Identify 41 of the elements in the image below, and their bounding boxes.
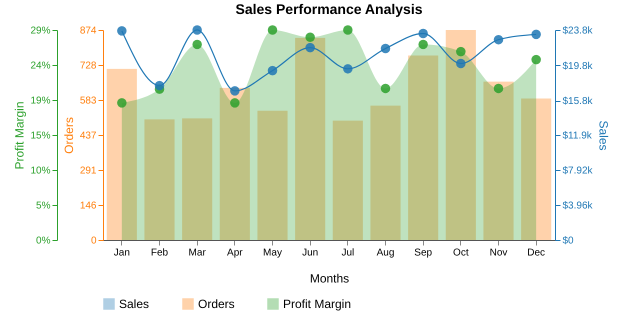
x-axis-title: Months	[310, 272, 350, 286]
y2-tick-label: $19.8k	[562, 60, 594, 72]
y3-tick-label: 19%	[30, 96, 51, 106]
y3-tick-label: 24%	[30, 60, 51, 72]
y2-tick-label: $15.8k	[562, 96, 594, 108]
y-axis-title: Orders	[62, 117, 76, 154]
y3-tick-label: 29%	[30, 26, 51, 36]
y2-tick-label: $3.96k	[562, 200, 594, 212]
y2-tick-label: $23.8k	[562, 26, 594, 36]
x-tick-label: Sep	[414, 248, 432, 258]
x-tick-label: Jun	[302, 248, 318, 258]
x-tick-label: Jan	[114, 248, 130, 258]
y-tick-label: 146	[80, 200, 97, 212]
y3-tick-label: 5%	[36, 200, 51, 212]
y2-tick-label: $0	[562, 236, 574, 246]
x-tick-label: Feb	[150, 248, 169, 258]
y3-axis-title: Profit Margin	[12, 101, 26, 170]
y-tick-label: 874	[80, 26, 97, 36]
y-tick-label: 0	[90, 236, 97, 246]
legend-label: Sales	[119, 297, 150, 311]
y-tick-label: 437	[80, 130, 97, 142]
legend-label: Orders	[198, 297, 235, 311]
legend-label: Profit Margin	[283, 297, 352, 311]
y2-tick-label: $11.9k	[562, 130, 593, 142]
x-tick-label: Aug	[376, 248, 394, 258]
y-tick-label: 728	[80, 60, 97, 72]
y2-axis-title: Sales	[596, 120, 611, 151]
x-tick-label: Oct	[453, 248, 469, 258]
y-tick-label: 583	[80, 95, 97, 106]
y-tick-label: 291	[80, 166, 97, 177]
chart-title: Sales Performance Analysis	[235, 1, 423, 17]
x-tick-label: Mar	[188, 248, 206, 258]
y3-tick-label: 15%	[30, 130, 51, 142]
y2-tick-label: $7.92k	[562, 166, 594, 177]
x-tick-label: Jul	[341, 248, 354, 258]
x-tick-label: Dec	[527, 248, 546, 258]
y3-tick-label: 10%	[30, 166, 51, 176]
x-tick-label: Nov	[490, 248, 508, 258]
x-tick-label: Apr	[227, 248, 244, 258]
y3-tick-label: 0%	[36, 236, 51, 246]
x-tick-label: May	[263, 248, 282, 258]
